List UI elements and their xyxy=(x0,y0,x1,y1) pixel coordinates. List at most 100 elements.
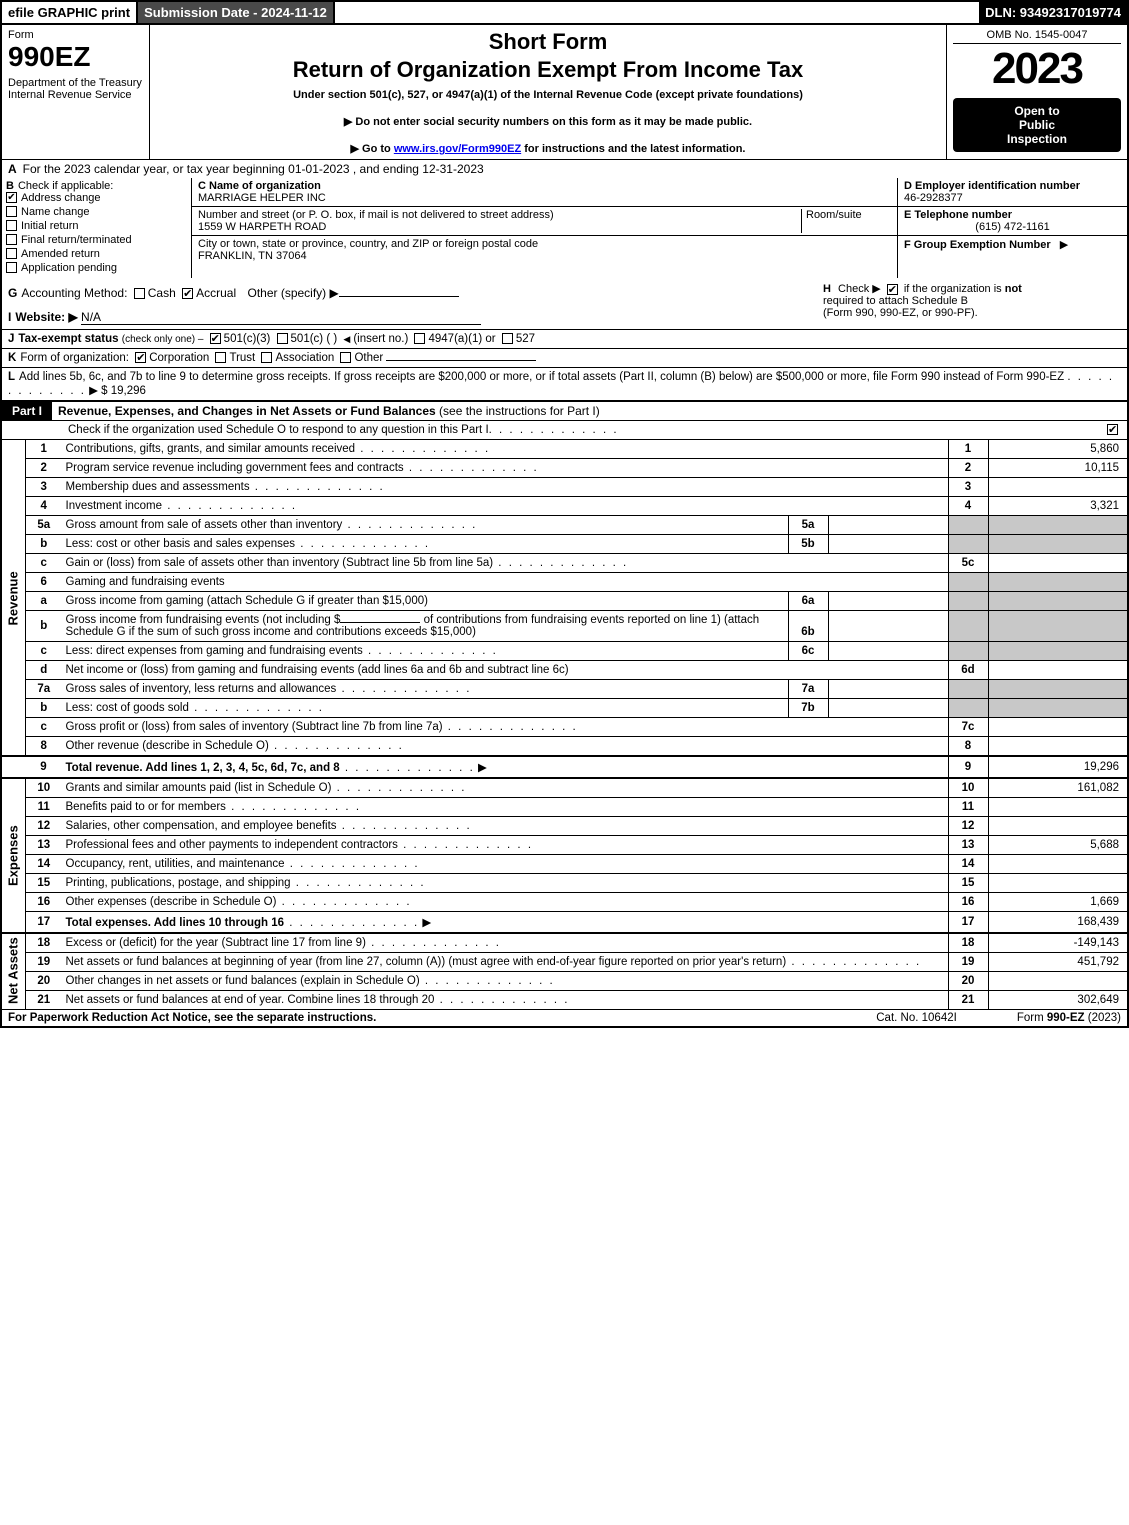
org-name: MARRIAGE HELPER INC xyxy=(198,192,891,204)
h-txt2: if the organization is xyxy=(904,283,1005,295)
checkbox-h[interactable] xyxy=(887,284,898,295)
omb-number: OMB No. 1545-0047 xyxy=(953,29,1121,44)
b-item-5: Application pending xyxy=(21,262,117,274)
form-note-ssn: ▶ Do not enter social security numbers o… xyxy=(156,115,940,128)
checkbox-trust[interactable] xyxy=(215,352,226,363)
org-ein: 46-2928377 xyxy=(904,192,1121,204)
table-row: 6Gaming and fundraising events xyxy=(1,573,1128,592)
line-value: 5,860 xyxy=(988,440,1128,459)
part-i-sub: (see the instructions for Part I) xyxy=(439,404,600,418)
g-accrual: Accrual xyxy=(196,286,236,300)
j-ins: (insert no.) xyxy=(353,333,408,345)
table-row: 13Professional fees and other payments t… xyxy=(1,836,1128,855)
note-post: for instructions and the latest informat… xyxy=(521,143,745,155)
row-gh: GAccounting Method: Cash Accrual Other (… xyxy=(0,278,1129,329)
b-item-0: Address change xyxy=(21,192,101,204)
checkbox-cash[interactable] xyxy=(134,288,145,299)
arrow-icon: ▶ xyxy=(422,917,431,929)
part-i-table: Revenue 1 Contributions, gifts, grants, … xyxy=(0,439,1129,1009)
table-row: cGain or (loss) from sale of assets othe… xyxy=(1,554,1128,573)
table-row: 12Salaries, other compensation, and empl… xyxy=(1,817,1128,836)
table-row: 20Other changes in net assets or fund ba… xyxy=(1,972,1128,991)
table-row: 17Total expenses. Add lines 10 through 1… xyxy=(1,912,1128,934)
checkbox-other-org[interactable] xyxy=(340,352,351,363)
row-j: JTax-exempt status (check only one) ‒ 50… xyxy=(0,329,1129,349)
j-o4: 527 xyxy=(516,333,535,345)
c-name-label: C Name of organization xyxy=(198,180,891,192)
checkbox-association[interactable] xyxy=(261,352,272,363)
form-label: Form xyxy=(8,29,143,41)
org-phone: (615) 472-1161 xyxy=(904,221,1121,233)
table-row: 4Investment income43,321 xyxy=(1,497,1128,516)
col-def: D Employer identification number 46-2928… xyxy=(897,178,1127,278)
table-row: 2Program service revenue including gover… xyxy=(1,459,1128,478)
submission-date-button[interactable]: Submission Date - 2024-11-12 xyxy=(138,2,335,23)
top-bar: efile GRAPHIC print Submission Date - 20… xyxy=(0,0,1129,25)
part-i-header: Part I Revenue, Expenses, and Changes in… xyxy=(0,401,1129,420)
table-row: bLess: cost or other basis and sales exp… xyxy=(1,535,1128,554)
arrow-icon: ▶ xyxy=(478,762,487,774)
table-row: Expenses 10Grants and similar amounts pa… xyxy=(1,778,1128,798)
table-row: 11Benefits paid to or for members11 xyxy=(1,798,1128,817)
form-title-long: Return of Organization Exempt From Incom… xyxy=(156,57,940,83)
checkbox-501c[interactable] xyxy=(277,333,288,344)
irs-link[interactable]: www.irs.gov/Form990EZ xyxy=(394,143,521,155)
g-cash: Cash xyxy=(148,286,176,300)
footer-right: Form 990-EZ (2023) xyxy=(1017,1012,1121,1024)
l-value: $ 19,296 xyxy=(101,385,146,397)
room-suite-label: Room/suite xyxy=(801,209,891,233)
k-o4: Other xyxy=(354,352,383,364)
b-item-4: Amended return xyxy=(21,248,100,260)
dln-label: DLN: 93492317019774 xyxy=(979,2,1127,23)
b-item-1: Name change xyxy=(21,206,90,218)
table-row: 9Total revenue. Add lines 1, 2, 3, 4, 5c… xyxy=(1,756,1128,778)
checkbox-corporation[interactable] xyxy=(135,352,146,363)
e-phone-label: E Telephone number xyxy=(904,209,1121,221)
checkbox-527[interactable] xyxy=(502,333,513,344)
insp-line2: Public xyxy=(957,118,1117,132)
checkbox-4947[interactable] xyxy=(414,333,425,344)
part-i-badge: Part I xyxy=(2,402,52,420)
checkbox-initial-return[interactable] xyxy=(6,220,17,231)
efile-print-button[interactable]: efile GRAPHIC print xyxy=(2,2,138,23)
j-o2: 501(c) ( ) xyxy=(291,333,338,345)
g-other-blank[interactable] xyxy=(339,296,459,297)
table-row: dNet income or (loss) from gaming and fu… xyxy=(1,661,1128,680)
d-ein-label: D Employer identification number xyxy=(904,180,1121,192)
row-a: A For the 2023 calendar year, or tax yea… xyxy=(0,159,1129,178)
table-row: bGross income from fundraising events (n… xyxy=(1,611,1128,642)
form-header: Form 990EZ Department of the Treasury In… xyxy=(0,25,1129,159)
part-i-check-text: Check if the organization used Schedule … xyxy=(68,424,489,436)
line-desc: Contributions, gifts, grants, and simila… xyxy=(66,443,356,455)
checkbox-address-change[interactable] xyxy=(6,192,17,203)
checkbox-501c3[interactable] xyxy=(210,333,221,344)
checkbox-final-return[interactable] xyxy=(6,234,17,245)
arrow-left-icon xyxy=(340,333,353,345)
form-title-short: Short Form xyxy=(156,29,940,55)
k-label: Form of organization: xyxy=(20,352,129,364)
footer-left: For Paperwork Reduction Act Notice, see … xyxy=(8,1012,376,1024)
org-address: 1559 W HARPETH ROAD xyxy=(198,221,801,233)
table-row: bLess: cost of goods sold7b xyxy=(1,699,1128,718)
b-item-2: Initial return xyxy=(21,220,78,232)
checkbox-accrual[interactable] xyxy=(182,288,193,299)
table-row: 19Net assets or fund balances at beginni… xyxy=(1,953,1128,972)
checkbox-name-change[interactable] xyxy=(6,206,17,217)
table-row: 14Occupancy, rent, utilities, and mainte… xyxy=(1,855,1128,874)
tax-year-text: For the 2023 calendar year, or tax year … xyxy=(23,162,484,176)
part-i-title: Revenue, Expenses, and Changes in Net As… xyxy=(58,404,436,418)
table-row: aGross income from gaming (attach Schedu… xyxy=(1,592,1128,611)
checkbox-application-pending[interactable] xyxy=(6,262,17,273)
checkbox-schedule-o[interactable] xyxy=(1107,424,1118,435)
checkbox-amended-return[interactable] xyxy=(6,248,17,259)
table-row: 5aGross amount from sale of assets other… xyxy=(1,516,1128,535)
i-label: Website: ▶ xyxy=(15,310,77,324)
open-inspection-badge: Open to Public Inspection xyxy=(953,98,1121,152)
h-txt3: required to attach Schedule B xyxy=(823,295,968,307)
table-row: 7aGross sales of inventory, less returns… xyxy=(1,680,1128,699)
letter-a: A xyxy=(8,162,17,176)
row-k: KForm of organization: Corporation Trust… xyxy=(0,349,1129,368)
table-row: cLess: direct expenses from gaming and f… xyxy=(1,642,1128,661)
k-other-blank[interactable] xyxy=(386,360,536,361)
h-txt1: Check ▶ xyxy=(838,283,881,295)
